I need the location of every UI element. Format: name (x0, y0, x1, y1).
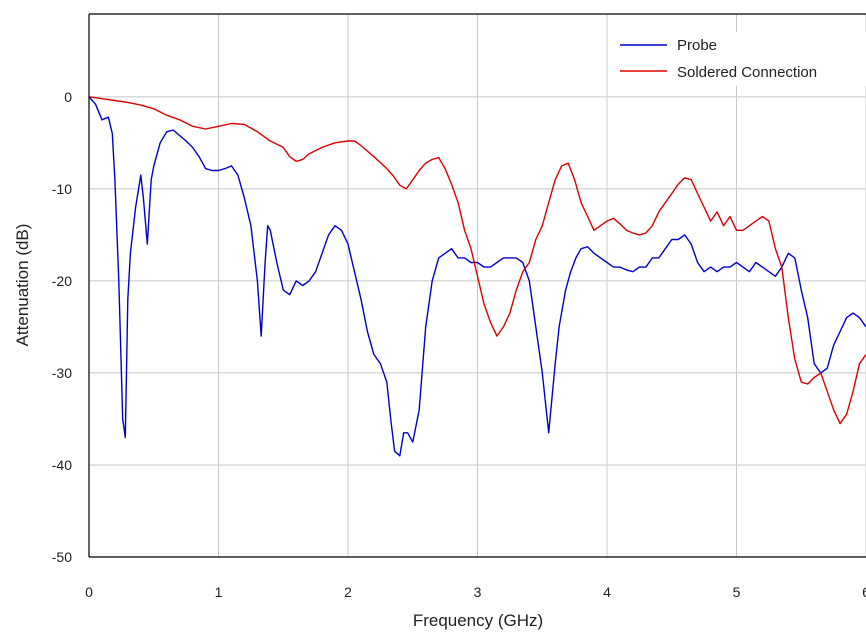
y-tick-label: -30 (52, 365, 72, 381)
x-axis-label: Frequency (GHz) (413, 611, 543, 630)
legend-label-soldered-connection: Soldered Connection (677, 64, 817, 81)
y-tick-label: -40 (52, 457, 72, 473)
x-tick-label: 2 (344, 584, 352, 600)
x-tick-label: 3 (474, 584, 482, 600)
y-tick-labels: 0 -10 -20 -30 -40 -50 (52, 89, 72, 565)
y-tick-label: -10 (52, 181, 72, 197)
y-tick-label: 0 (64, 89, 72, 105)
x-tick-label: 0 (85, 584, 93, 600)
x-tick-labels: 0 1 2 3 4 5 6 (85, 584, 866, 600)
grid-lines (89, 14, 866, 557)
y-tick-label: -50 (52, 549, 72, 565)
x-tick-label: 1 (215, 584, 223, 600)
legend-label-probe: Probe (677, 37, 717, 54)
x-tick-label: 4 (603, 584, 611, 600)
x-tick-label: 5 (733, 584, 741, 600)
y-tick-label: -20 (52, 273, 72, 289)
series-lines (89, 96, 866, 457)
y-axis-label: Attenuation (dB) (13, 224, 32, 347)
series-line-soldered-connection (89, 96, 866, 425)
plot-frame (88, 13, 866, 558)
x-tick-label: 6 (862, 584, 866, 600)
legend-background (614, 32, 866, 86)
series-line-probe (89, 96, 866, 457)
legend: Probe Soldered Connection (614, 32, 866, 86)
